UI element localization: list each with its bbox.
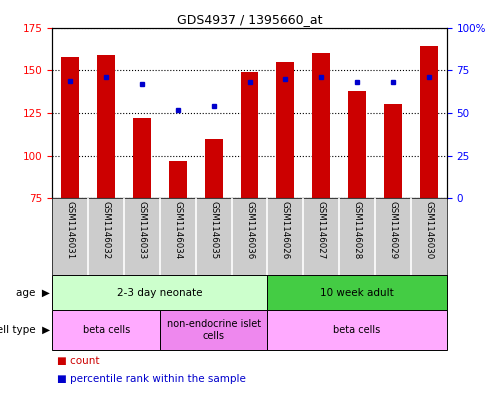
Text: beta cells: beta cells	[333, 325, 381, 335]
Text: ■ count: ■ count	[57, 356, 100, 366]
Text: GSM1146026: GSM1146026	[281, 201, 290, 259]
Bar	[420, 46, 438, 198]
Text: cell type  ▶: cell type ▶	[0, 325, 50, 335]
Text: 10 week adult: 10 week adult	[320, 288, 394, 298]
Bar	[205, 139, 223, 198]
Bar	[384, 105, 402, 198]
Text: age  ▶: age ▶	[16, 288, 50, 298]
Text: GSM1146035: GSM1146035	[209, 201, 218, 259]
Bar	[160, 310, 267, 350]
Bar	[348, 91, 366, 198]
Text: GSM1146032: GSM1146032	[102, 201, 111, 259]
Bar	[52, 310, 160, 350]
Bar	[241, 72, 258, 198]
Text: GSM1146028: GSM1146028	[352, 201, 361, 259]
Title: GDS4937 / 1395660_at: GDS4937 / 1395660_at	[177, 13, 322, 26]
Text: GSM1146027: GSM1146027	[317, 201, 326, 259]
Text: ■ percentile rank within the sample: ■ percentile rank within the sample	[57, 374, 247, 384]
Bar	[276, 62, 294, 198]
Text: beta cells: beta cells	[82, 325, 130, 335]
Bar	[267, 310, 447, 350]
Text: non-endocrine islet
cells: non-endocrine islet cells	[167, 320, 260, 341]
Text: GSM1146033: GSM1146033	[138, 201, 147, 259]
Bar	[169, 161, 187, 198]
Text: GSM1146030: GSM1146030	[424, 201, 433, 259]
Bar	[52, 275, 267, 310]
Text: GSM1146034: GSM1146034	[173, 201, 182, 259]
Text: GSM1146029: GSM1146029	[388, 201, 397, 259]
Text: GSM1146036: GSM1146036	[245, 201, 254, 259]
Bar	[133, 118, 151, 198]
Text: 2-3 day neonate: 2-3 day neonate	[117, 288, 203, 298]
Text: GSM1146031: GSM1146031	[66, 201, 75, 259]
Bar	[97, 55, 115, 198]
Bar	[61, 57, 79, 198]
Bar	[267, 275, 447, 310]
Bar	[312, 53, 330, 198]
